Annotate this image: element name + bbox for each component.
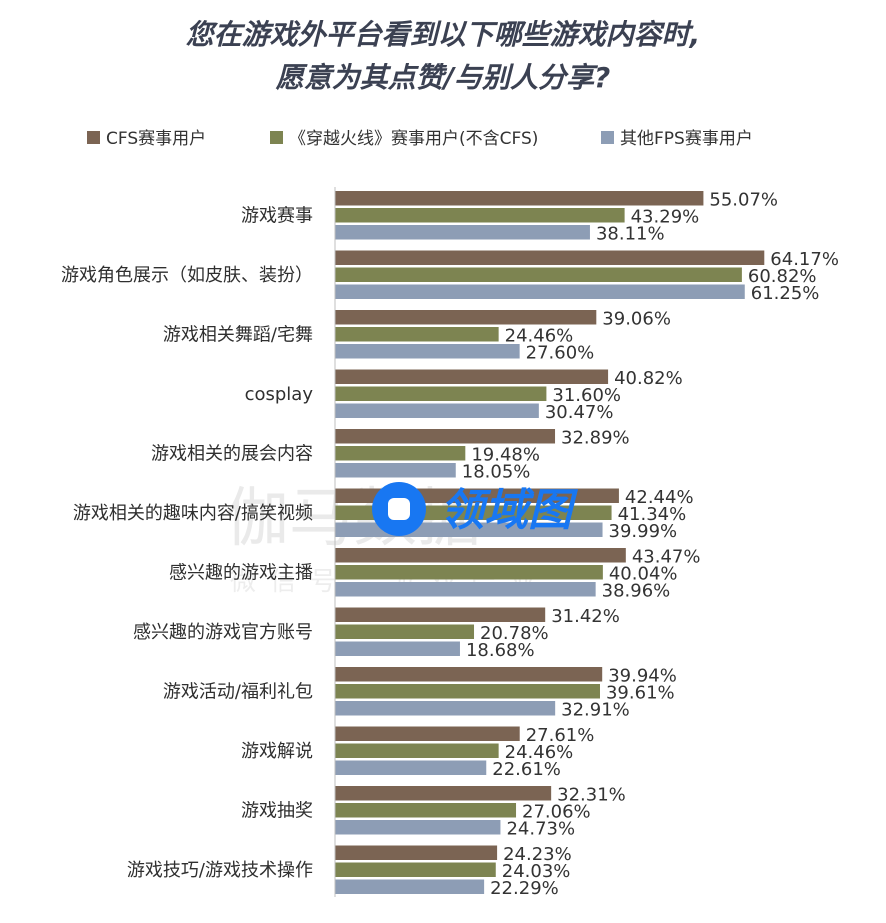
value-label: 39.06% xyxy=(602,308,671,329)
category-label: 游戏相关的展会内容 xyxy=(151,443,313,464)
value-label: 61.25% xyxy=(751,283,820,304)
value-label: 40.82% xyxy=(614,368,683,389)
legend-label-cfs: CFS赛事用户 xyxy=(106,128,206,149)
value-label: 31.42% xyxy=(551,606,620,627)
category-group: cosplay 40.82%31.60%30.47% xyxy=(245,368,683,423)
value-label: 30.47% xyxy=(545,402,614,423)
bar xyxy=(335,625,474,640)
legend-swatch-cf xyxy=(270,131,283,144)
category-label: 游戏技巧/游戏技术操作 xyxy=(127,860,313,881)
bar xyxy=(335,744,499,759)
bar xyxy=(335,285,745,300)
category-label: cosplay xyxy=(245,384,314,405)
value-label: 38.11% xyxy=(596,223,665,244)
bar xyxy=(335,548,626,563)
value-label: 27.60% xyxy=(526,342,595,363)
legend-label-other-fps: 其他FPS赛事用户 xyxy=(620,128,753,149)
logo-text: 领域图 xyxy=(440,485,578,536)
bar xyxy=(335,667,602,682)
value-label: 22.29% xyxy=(490,878,559,899)
legend: CFS赛事用户 《穿越火线》赛事用户(不含CFS) 其他FPS赛事用户 xyxy=(87,128,753,149)
logo-inner-square-icon xyxy=(388,498,410,520)
category-label: 游戏活动/福利礼包 xyxy=(163,681,313,702)
category-group: 游戏相关舞蹈/宅舞 39.06% 24.46%27.60% xyxy=(163,308,671,363)
category-label: 游戏抽奖 xyxy=(241,800,313,821)
category-label: 游戏相关的趣味内容/搞笑视频 xyxy=(73,503,313,524)
bar xyxy=(335,225,590,240)
bar xyxy=(335,761,486,776)
bar xyxy=(335,370,608,385)
bar xyxy=(335,846,497,861)
bar xyxy=(335,251,764,266)
category-label: 感兴趣的游戏主播 xyxy=(169,562,313,583)
bar xyxy=(335,429,555,444)
overlay-logo: 领域图 xyxy=(372,482,578,536)
category-label: 游戏角色展示（如皮肤、装扮） xyxy=(61,265,313,286)
value-label: 32.89% xyxy=(561,427,630,448)
bar xyxy=(335,820,500,835)
bar xyxy=(335,208,625,223)
value-label: 32.91% xyxy=(561,699,630,720)
category-label: 游戏相关舞蹈/宅舞 xyxy=(163,324,313,345)
bar xyxy=(335,387,546,402)
bar xyxy=(335,642,460,657)
chart-title-line-2: 愿意为其点赞/与别人分享? xyxy=(275,61,610,94)
value-label: 55.07% xyxy=(709,189,778,210)
category-group: 游戏技巧/游戏技术操作 24.23%24.03%22.29% xyxy=(127,844,572,899)
value-label: 18.05% xyxy=(462,461,531,482)
value-label: 38.96% xyxy=(602,580,671,601)
bar xyxy=(335,880,484,895)
bar xyxy=(335,310,596,325)
value-label: 18.68% xyxy=(466,640,535,661)
value-label: 22.61% xyxy=(492,759,561,780)
bar xyxy=(335,727,520,742)
category-label: 游戏赛事 xyxy=(241,205,313,226)
bar xyxy=(335,327,499,342)
bar xyxy=(335,803,516,818)
bar xyxy=(335,344,520,359)
category-label: 游戏解说 xyxy=(241,741,313,762)
bar xyxy=(335,191,703,206)
legend-swatch-other-fps xyxy=(601,131,614,144)
bar xyxy=(335,446,465,461)
bar xyxy=(335,404,539,419)
category-group: 游戏赛事 55.07% 43.29%38.11% xyxy=(241,189,778,244)
legend-swatch-cfs xyxy=(87,131,100,144)
bar xyxy=(335,701,555,716)
value-label: 39.99% xyxy=(609,521,678,542)
chart-title-line-1: 您在游戏外平台看到以下哪些游戏内容时, xyxy=(186,18,701,51)
category-group: 游戏角色展示（如皮肤、装扮） 64.17%60.82%61.25% xyxy=(61,249,839,304)
bar xyxy=(335,786,551,801)
category-group: 游戏解说 27.61%24.46%22.61% xyxy=(241,725,594,780)
chart-title: 您在游戏外平台看到以下哪些游戏内容时, 愿意为其点赞/与别人分享? xyxy=(186,18,701,94)
category-group: 游戏抽奖 32.31%27.06%24.73% xyxy=(241,784,626,839)
legend-label-cf: 《穿越火线》赛事用户(不含CFS) xyxy=(289,128,538,149)
bar xyxy=(335,268,742,283)
bar xyxy=(335,463,456,478)
bar xyxy=(335,582,596,597)
bar xyxy=(335,565,603,580)
bar xyxy=(335,863,496,878)
category-group: 游戏活动/福利礼包 39.94%39.61%32.91% xyxy=(163,665,677,720)
value-label: 24.73% xyxy=(506,818,575,839)
category-group: 感兴趣的游戏官方账号 31.42%20.78%18.68% xyxy=(133,606,620,661)
category-group: 游戏相关的展会内容 32.89% 19.48%18.05% xyxy=(151,427,630,482)
bar xyxy=(335,684,600,699)
bar xyxy=(335,608,545,623)
category-label: 感兴趣的游戏官方账号 xyxy=(133,622,313,643)
